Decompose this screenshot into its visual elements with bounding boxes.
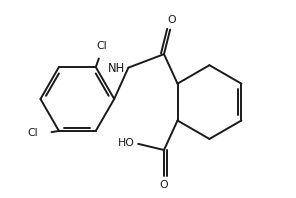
Text: Cl: Cl [28, 128, 38, 138]
Text: O: O [167, 15, 176, 25]
Text: HO: HO [118, 138, 135, 148]
Text: NH: NH [107, 62, 125, 75]
Text: Cl: Cl [96, 41, 107, 51]
Text: O: O [160, 180, 168, 190]
